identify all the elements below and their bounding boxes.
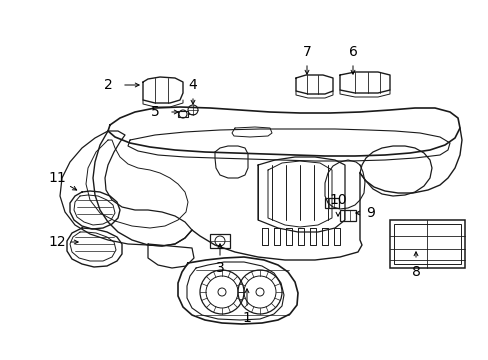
Bar [389,220,464,268]
Bar [178,111,187,117]
Text: 3: 3 [215,261,224,275]
Text: 1: 1 [242,311,251,325]
Text: 10: 10 [328,193,346,207]
Text: 4: 4 [188,78,197,92]
Text: 2: 2 [103,78,112,92]
Text: 11: 11 [48,171,66,185]
Text: 7: 7 [302,45,311,59]
Text: 9: 9 [366,206,375,220]
Text: 8: 8 [411,265,420,279]
Bar [325,198,338,208]
Bar [209,234,229,248]
Text: 6: 6 [348,45,357,59]
Bar [339,210,355,221]
Text: 5: 5 [150,105,159,119]
Bar [393,224,460,264]
Text: 12: 12 [48,235,66,249]
